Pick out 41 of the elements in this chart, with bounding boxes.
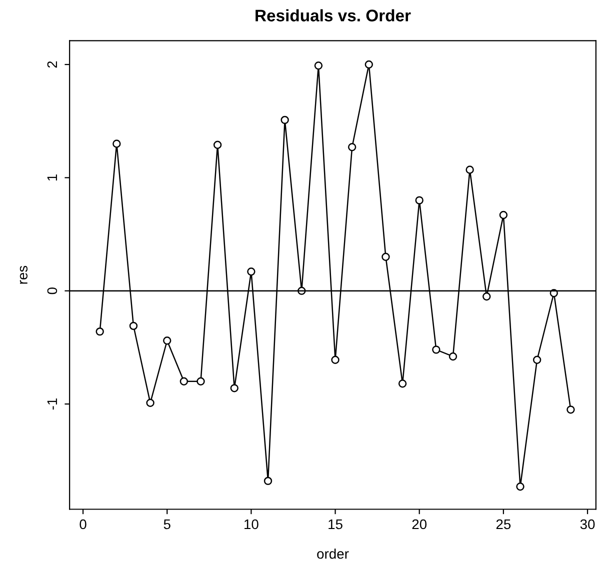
point bbox=[566, 406, 575, 414]
point bbox=[331, 356, 340, 364]
y-tick-label: 2 bbox=[47, 61, 57, 68]
point bbox=[230, 384, 238, 392]
x-tick-label: 20 bbox=[412, 519, 427, 530]
point bbox=[163, 336, 172, 345]
point bbox=[314, 62, 323, 70]
point bbox=[448, 352, 458, 361]
point bbox=[432, 346, 440, 354]
point bbox=[516, 482, 524, 491]
y-tick-label: 0 bbox=[47, 288, 58, 294]
y-tick-label: -1 bbox=[47, 398, 57, 410]
x-axis-title: order bbox=[317, 548, 349, 559]
point bbox=[129, 322, 138, 330]
point bbox=[280, 116, 289, 124]
point bbox=[499, 210, 508, 220]
y-tick-label: 1 bbox=[47, 174, 57, 180]
point bbox=[398, 380, 407, 388]
x-tick-label: 5 bbox=[164, 519, 170, 530]
x-tick-label: 0 bbox=[80, 519, 86, 530]
y-axis-title: res bbox=[20, 266, 28, 284]
point bbox=[180, 377, 188, 386]
point bbox=[532, 356, 542, 364]
point bbox=[466, 166, 474, 174]
x-tick-label: 30 bbox=[580, 519, 595, 530]
point bbox=[213, 140, 222, 149]
point bbox=[247, 268, 256, 276]
x-tick-label: 15 bbox=[328, 519, 342, 530]
x-tick-label: 10 bbox=[244, 519, 258, 530]
point bbox=[112, 140, 121, 148]
point bbox=[482, 292, 491, 301]
point bbox=[348, 143, 356, 152]
point bbox=[382, 252, 390, 261]
x-tick-label: 25 bbox=[496, 519, 511, 530]
chart-title: Residuals vs. Order bbox=[256, 9, 411, 22]
point bbox=[415, 196, 424, 204]
point bbox=[364, 60, 374, 69]
point bbox=[146, 398, 154, 407]
point bbox=[264, 476, 272, 486]
point bbox=[96, 327, 104, 336]
point bbox=[196, 377, 205, 386]
